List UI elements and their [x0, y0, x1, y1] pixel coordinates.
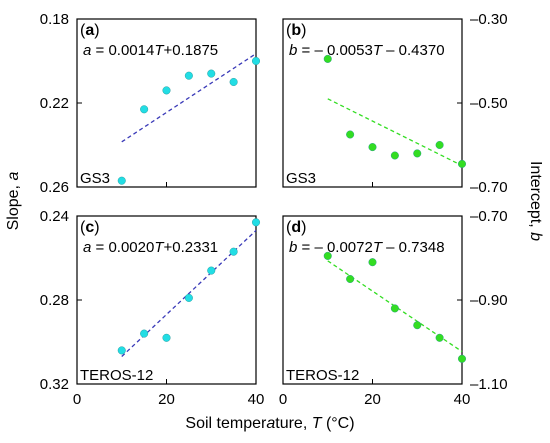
data-point [207, 69, 216, 78]
data-point [390, 151, 399, 160]
panel-label: (d) [286, 219, 306, 236]
y-axis-label-right: Intercept, b [527, 161, 544, 241]
fit-equation: a = 0.0014T+0.1875 [83, 42, 218, 59]
data-point [251, 57, 260, 66]
sensor-label: GS3 [286, 170, 316, 187]
data-point [435, 140, 444, 149]
panel-a: 0.18 0.22 0.26 (a) a = 0.0014T+0.1875 GS3 [40, 11, 260, 196]
data-point [368, 143, 377, 152]
data-point [413, 321, 422, 330]
data-point [368, 258, 377, 267]
panel-label: (c) [80, 219, 100, 236]
y-tick-label: 0.22 [40, 95, 69, 112]
data-point [229, 77, 238, 86]
y-tick-label: 0.18 [40, 11, 69, 28]
data-point [229, 247, 238, 256]
fit-equation: b = – 0.0072T – 0.7348 [289, 239, 445, 256]
data-point [140, 329, 149, 338]
x-axis-label: Soil temperature, T (°C) [185, 415, 354, 432]
y-tick-label: –0.90 [470, 292, 508, 309]
x-tick-label: 20 [158, 391, 175, 408]
x-tick-label: 0 [279, 391, 287, 408]
x-tick-label: 40 [248, 391, 265, 408]
y-axis-label-left: Slope, a [5, 172, 22, 231]
data-point [251, 218, 260, 227]
y-tick-label: –1.10 [470, 376, 508, 393]
panel-label: (a) [80, 22, 100, 39]
data-point [390, 304, 399, 313]
panel-d: –0.70 –0.90 –1.10 0 20 40 (d) b = – 0.0072T – 0… [279, 208, 508, 408]
fit-equation: a = 0.0020T+0.2331 [83, 239, 218, 256]
x-tick-label: 20 [364, 391, 381, 408]
fit-line [121, 53, 257, 143]
data-point [117, 176, 126, 185]
data-point [346, 275, 355, 284]
y-tick-label: –0.30 [470, 11, 508, 28]
data-point [458, 159, 467, 168]
data-point [323, 251, 332, 260]
y-tick-label: –0.70 [470, 208, 508, 225]
x-tick-label: 0 [73, 391, 81, 408]
y-tick-label: 0.26 [40, 179, 69, 196]
y-tick-label: 0.28 [40, 292, 69, 309]
sensor-label: TEROS-12 [286, 367, 359, 384]
fit-line [327, 98, 463, 167]
panel-b: –0.30 –0.50 –0.70 (b) b = – 0.0053T – 0.4370… [282, 11, 508, 196]
y-tick-label: 0.24 [40, 208, 69, 225]
y-tick-label: 0.32 [40, 376, 69, 393]
data-point [184, 71, 193, 80]
data-point [140, 105, 149, 114]
data-point [162, 333, 171, 342]
data-point [346, 130, 355, 139]
data-point [458, 354, 467, 363]
data-point [323, 54, 332, 63]
fit-equation: b = – 0.0053T – 0.4370 [289, 42, 445, 59]
data-point [184, 293, 193, 302]
y-tick-label: –0.50 [470, 95, 508, 112]
y-tick-label: –0.70 [470, 179, 508, 196]
data-point [413, 149, 422, 158]
data-point [207, 266, 216, 275]
sensor-label: GS3 [80, 170, 110, 187]
sensor-label: TEROS-12 [80, 367, 153, 384]
x-tick-label: 40 [454, 391, 471, 408]
data-point [162, 86, 171, 95]
panel-c: 0.24 0.28 0.320 20 40 (c) a = 0.0020T+0.2331 TE… [40, 208, 265, 408]
panel-label: (b) [286, 22, 306, 39]
data-point [435, 333, 444, 342]
data-point [117, 346, 126, 355]
